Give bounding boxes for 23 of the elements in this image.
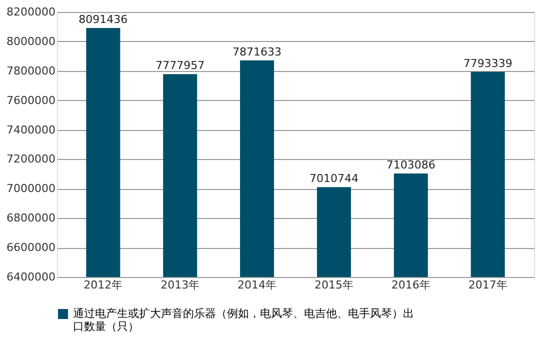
y-tick-label: 7400000	[6, 123, 56, 136]
x-tick-label: 2012年	[84, 278, 123, 292]
y-tick-label: 8200000	[6, 6, 56, 18]
y-tick-label: 7600000	[6, 94, 56, 107]
y-tick-label: 7800000	[6, 64, 56, 78]
y-tick-label: 6800000	[6, 212, 56, 225]
x-tick-label: 2017年	[468, 278, 508, 292]
data-label: 7777957	[156, 59, 205, 72]
y-tick-label: 7000000	[6, 182, 56, 196]
x-tick-label: 2015年	[314, 278, 354, 292]
x-tick-label: 2016年	[391, 278, 430, 292]
data-label: 7793339	[463, 56, 512, 70]
x-tick-label: 2014年	[238, 278, 277, 292]
data-label: 7010744	[309, 172, 358, 186]
legend-label: 通过电产生或扩大声音的乐器（例如，电风琴、电吉他、电手风琴）出口数量（只）	[73, 307, 414, 333]
y-tick-label: 6400000	[6, 270, 56, 284]
data-label: 7103086	[386, 158, 436, 172]
x-tick-label: 2013年	[160, 278, 200, 292]
data-label: 7871633	[232, 45, 282, 58]
y-tick-label: 8000000	[6, 34, 56, 48]
y-tick-label: 7200000	[6, 152, 56, 166]
data-label: 8091436	[78, 12, 128, 26]
y-tick-label: 6600000	[6, 241, 56, 254]
